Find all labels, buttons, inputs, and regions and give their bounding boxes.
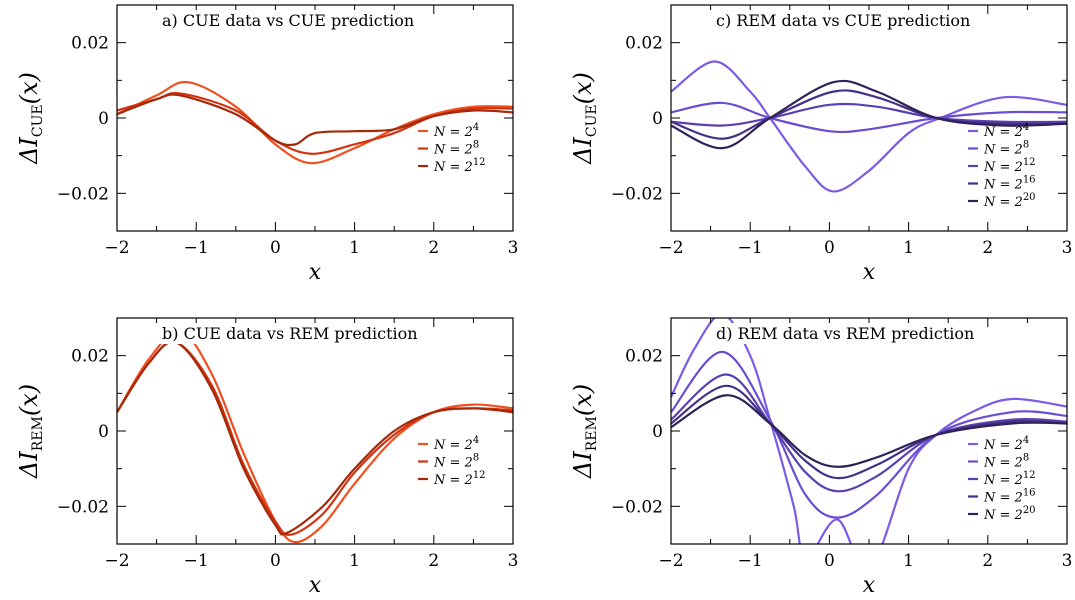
series-line-n20 [671, 79, 1067, 150]
x-axis-label: x [309, 573, 322, 598]
legend-label: N = 28 [983, 453, 1029, 471]
legend-label: N = 28 [433, 140, 479, 158]
x-tick-label: 3 [1062, 238, 1073, 258]
series-line-n12 [117, 93, 513, 147]
x-tick-label: −2 [658, 238, 683, 258]
x-tick-label: 0 [270, 551, 281, 571]
y-tick-label: 0 [98, 422, 109, 442]
legend: N = 24N = 28N = 212 [418, 435, 486, 488]
panel-d: −2 −1 0 1 2 3 −0.02 0 0.02 d) REM data vs REM pre… [569, 317, 1073, 598]
y-axis-label: ΔICUE(x) [569, 72, 600, 165]
series-line-n12 [671, 373, 1067, 493]
legend-label: N = 216 [983, 488, 1036, 506]
series-line-n20 [671, 394, 1067, 468]
y-tick-label: −0.02 [611, 184, 663, 204]
y-tick-label: −0.02 [57, 497, 109, 517]
y-tick-label: 0 [652, 422, 663, 442]
series-group [117, 330, 513, 544]
x-tick-label: −2 [658, 551, 683, 571]
x-tick-label: −2 [104, 551, 129, 571]
legend-label: N = 28 [433, 453, 479, 471]
panel-title: b) CUE data vs REM prediction [162, 324, 418, 343]
x-tick-label: 2 [982, 551, 993, 571]
series-line-n16 [671, 384, 1067, 480]
legend-label: N = 24 [983, 122, 1029, 140]
x-tick-label: 1 [349, 238, 360, 258]
y-tick-label: 0 [652, 109, 663, 129]
y-axis-label: ΔICUE(x) [15, 72, 46, 165]
legend-label: N = 212 [433, 470, 486, 488]
y-tick-label: 0.02 [625, 347, 663, 367]
x-tick-label: −1 [738, 238, 763, 258]
y-axis-label: ΔIREM(x) [569, 384, 600, 479]
x-tick-label: 2 [428, 551, 439, 571]
series-group [671, 318, 1067, 544]
panel-c: −2 −1 0 1 2 3 −0.02 0 0.02 c) REM data vs CUE pre… [569, 4, 1073, 285]
panel-b: −2 −1 0 1 2 3 −0.02 0 0.02 b) CUE data vs REM pre… [15, 317, 519, 598]
panel-title: d) REM data vs REM prediction [716, 324, 974, 343]
series-line-n4 [671, 60, 1067, 193]
title-background [159, 323, 421, 344]
legend-label: N = 24 [433, 435, 479, 453]
x-axis-label: x [863, 573, 876, 598]
series-line-n8 [671, 101, 1067, 134]
x-axis-label: x [863, 260, 876, 285]
title-background [159, 10, 418, 31]
y-tick-label: −0.02 [57, 184, 109, 204]
x-tick-label: 2 [428, 238, 439, 258]
legend-label: N = 24 [433, 122, 479, 140]
x-tick-label: −1 [184, 551, 209, 571]
series-group [671, 60, 1067, 193]
panel-title: a) CUE data vs CUE prediction [162, 11, 414, 30]
series-line-n12 [671, 102, 1067, 127]
legend-label: N = 212 [983, 157, 1036, 175]
series-group [117, 80, 513, 165]
x-tick-label: 1 [903, 238, 914, 258]
x-tick-label: 1 [349, 551, 360, 571]
series-line-n16 [671, 89, 1067, 140]
legend-label: N = 24 [983, 435, 1029, 453]
x-tick-label: −1 [738, 551, 763, 571]
legend-label: N = 28 [983, 140, 1029, 158]
plot-frame [116, 4, 514, 232]
series-line-n4 [117, 80, 513, 165]
y-tick-label: 0.02 [625, 34, 663, 54]
y-axis-label: ΔIREM(x) [15, 384, 46, 479]
panel-a: −2 −1 0 1 2 3 −0.02 0 0.02 a) CUE data vs CUE pre… [15, 4, 519, 285]
panel-title: c) REM data vs CUE prediction [716, 11, 970, 30]
y-tick-label: 0.02 [71, 347, 109, 367]
legend-label: N = 220 [983, 505, 1036, 523]
x-tick-label: 1 [903, 551, 914, 571]
legend: N = 24N = 28N = 212 [418, 122, 486, 175]
series-line-n4 [671, 318, 1067, 544]
title-background [713, 10, 974, 31]
x-tick-label: −2 [104, 238, 129, 258]
series-line-n8 [671, 350, 1067, 519]
x-tick-label: 0 [270, 238, 281, 258]
series-line-n4 [117, 330, 513, 544]
y-tick-label: −0.02 [611, 497, 663, 517]
y-tick-label: 0.02 [71, 34, 109, 54]
x-tick-label: 0 [824, 551, 835, 571]
legend-label: N = 216 [983, 175, 1036, 193]
x-tick-label: −1 [184, 238, 209, 258]
x-axis-label: x [309, 260, 322, 285]
plot-frame [116, 317, 514, 545]
legend-label: N = 212 [983, 470, 1036, 488]
title-background [713, 323, 978, 344]
x-tick-label: 3 [508, 238, 519, 258]
x-tick-label: 0 [824, 238, 835, 258]
legend-label: N = 212 [433, 157, 486, 175]
x-tick-label: 2 [982, 238, 993, 258]
x-tick-label: 3 [1062, 551, 1073, 571]
x-tick-label: 3 [508, 551, 519, 571]
legend-label: N = 220 [983, 192, 1036, 210]
y-tick-label: 0 [98, 109, 109, 129]
